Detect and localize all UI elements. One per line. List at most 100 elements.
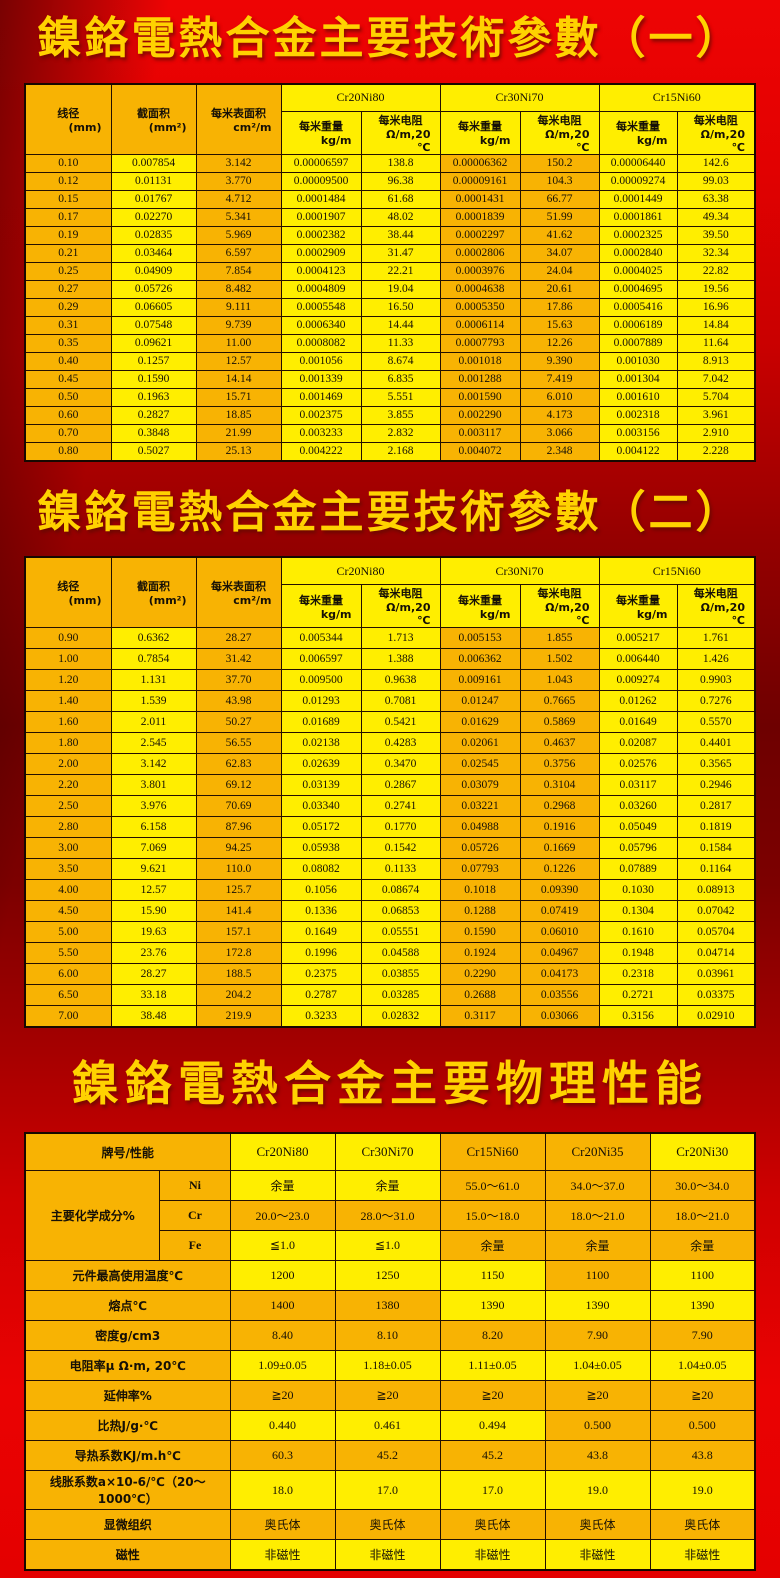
value-cell: 0.02835 [110,225,197,245]
value-cell: 150.2 [519,153,600,173]
table-row: 3.00 7.069 94.25 0.05938 0.1542 0.05726 0.1669… [24,837,756,860]
value-cell: 0.02545 [439,753,521,776]
value-cell: 37.70 [195,669,282,692]
tech-params-table-1: 线径 (mm) 截面积 (mm²) 每米表面积 cm²/m Cr20Ni80 Cr30Ni70… [24,82,756,462]
value-cell: 5.341 [195,207,282,227]
diameter-cell: 1.40 [24,690,112,713]
value-cell: 110.0 [195,858,282,881]
value-cell: 51.99 [519,207,600,227]
table-row: 磁性 非磁性 非磁性 非磁性 非磁性 非磁性 [24,1539,756,1571]
header-line: Ω/m,20 [386,601,431,615]
value-cell: 7.069 [110,837,197,860]
alloy-header-Cr30Ni70: Cr30Ni70 [439,556,600,586]
value-cell: 0.01131 [110,171,197,191]
header-line: ℃ [576,140,590,154]
header-line: 每米电阻 [693,113,738,127]
value-cell: 99.03 [676,171,756,191]
value-cell: 0.04588 [360,942,441,965]
value-cell: 0.001590 [439,387,521,407]
value-cell: 157.1 [195,921,282,944]
value-cell: 0.2968 [519,795,600,818]
value-cell: 0.05049 [598,816,678,839]
value-cell: 0.001056 [280,351,362,371]
value-cell: 142.6 [676,153,756,173]
diameter-cell: 4.00 [24,879,112,902]
header-line: Ω/m,20 [700,601,745,615]
value-cell: ≦1.0 [229,1230,336,1262]
header-line: 每米重量 [458,593,502,607]
diameter-cell: 0.17 [24,207,112,227]
table-row: 0.25 0.04909 7.854 0.0004123 22.21 0.0003976 2… [24,261,756,281]
value-cell: 0.03139 [280,774,362,797]
value-cell: 4.712 [195,189,282,209]
value-cell: 1.855 [519,627,600,650]
value-cell: 7.90 [544,1320,651,1352]
header-line: 每米电阻 [693,587,738,601]
value-cell: 1100 [649,1260,756,1292]
header-line: 每米表面积 [211,106,266,120]
value-cell: 奥氏体 [229,1509,336,1541]
header-line: Ω/m,20 [700,127,745,141]
value-cell: 31.47 [360,243,441,263]
value-cell: 19.0 [649,1470,756,1511]
value-cell: 70.69 [195,795,282,818]
value-cell: 2.228 [676,441,756,462]
value-cell: 0.500 [649,1410,756,1442]
diameter-cell: 6.50 [24,984,112,1007]
value-cell: 0.001030 [598,351,678,371]
value-cell: 0.01262 [598,690,678,713]
value-cell: 0.2741 [360,795,441,818]
property-label: 磁性 [24,1539,231,1571]
value-cell: 11.00 [195,333,282,353]
area-header: 截面积 (mm²) [110,83,197,155]
diameter-cell: 2.80 [24,816,112,839]
table-row: 密度g/cm3 8.40 8.10 8.20 7.90 7.90 [24,1320,756,1352]
table-row: 3.50 9.621 110.0 0.08082 0.1133 0.07793 0.1226… [24,858,756,881]
value-cell: 1200 [229,1260,336,1292]
header-line: 每米重量 [458,120,502,134]
value-cell: 0.006440 [598,648,678,671]
diameter-cell: 4.50 [24,900,112,923]
value-cell: 0.0003976 [439,261,521,281]
value-cell: 63.38 [676,189,756,209]
value-cell: 0.1056 [280,879,362,902]
value-cell: 5.551 [360,387,441,407]
value-cell: 43.98 [195,690,282,713]
value-cell: 32.34 [676,243,756,263]
value-cell: 0.3470 [360,753,441,776]
value-cell: 0.0007793 [439,333,521,353]
alloy-header-Cr20Ni35: Cr20Ni35 [544,1132,651,1172]
value-cell: 0.07042 [676,900,756,923]
value-cell: 0.3104 [519,774,600,797]
value-cell: 0.05726 [439,837,521,860]
value-cell: 49.34 [676,207,756,227]
value-cell: 56.55 [195,732,282,755]
value-cell: 0.3565 [676,753,756,776]
value-cell: 7.854 [195,261,282,281]
value-cell: 0.08082 [280,858,362,881]
value-cell: 1.11±0.05 [439,1350,546,1382]
value-cell: 0.0001484 [280,189,362,209]
value-cell: 0.01689 [280,711,362,734]
value-cell: 1.761 [676,627,756,650]
value-cell: 14.14 [195,369,282,389]
value-cell: 0.05172 [280,816,362,839]
value-cell: 41.62 [519,225,600,245]
table-row: 延伸率% ≧20 ≧20 ≧20 ≧20 ≧20 [24,1380,756,1412]
value-cell: 0.02270 [110,207,197,227]
value-cell: 20.61 [519,279,600,299]
value-cell: 0.006597 [280,648,362,671]
value-cell: 0.0002325 [598,225,678,245]
weight-per-meter-header: 每米重量 kg/m [598,584,678,629]
value-cell: 23.76 [110,942,197,965]
weight-per-meter-header: 每米重量 kg/m [439,110,521,155]
value-cell: 1.09±0.05 [229,1350,336,1382]
value-cell: 0.0007889 [598,333,678,353]
value-cell: 0.2318 [598,963,678,986]
value-cell: 5.969 [195,225,282,245]
value-cell: 0.04967 [519,942,600,965]
value-cell: 16.50 [360,297,441,317]
value-cell: 0.1649 [280,921,362,944]
value-cell: 0.0006114 [439,315,521,335]
value-cell: 0.03340 [280,795,362,818]
